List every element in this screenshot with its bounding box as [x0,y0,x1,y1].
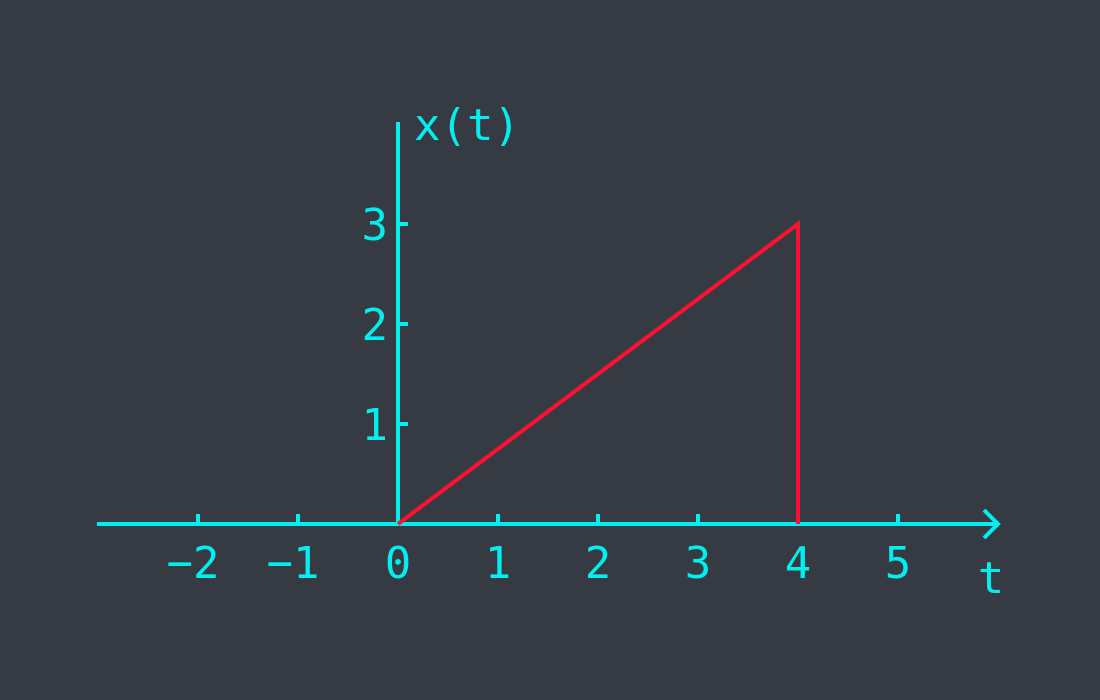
x-axis-label: t [978,553,1005,604]
x-tick-label: 4 [785,538,812,589]
x-tick-label: 3 [685,538,712,589]
y-axis-label: x(t) [414,100,520,151]
x-tick-label: −2 [167,538,220,589]
x-axis-arrow-icon [982,508,1001,540]
signal-line [396,220,800,526]
x-tick-label: −1 [267,538,320,589]
y-tick-label: 3 [362,200,389,251]
series-layer [396,220,800,526]
x-tick-label: 2 [585,538,612,589]
y-tick-label: 2 [362,300,389,351]
x-tick-label: 0 [385,538,412,589]
x-tick-label: 1 [485,538,512,589]
x-tick-label: 5 [885,538,912,589]
y-tick-label: 1 [362,400,389,451]
axes [97,122,1001,540]
y-ticks: 1 2 3 [362,200,408,451]
x-ticks: −2 −1 0 1 2 3 4 5 [167,514,912,589]
